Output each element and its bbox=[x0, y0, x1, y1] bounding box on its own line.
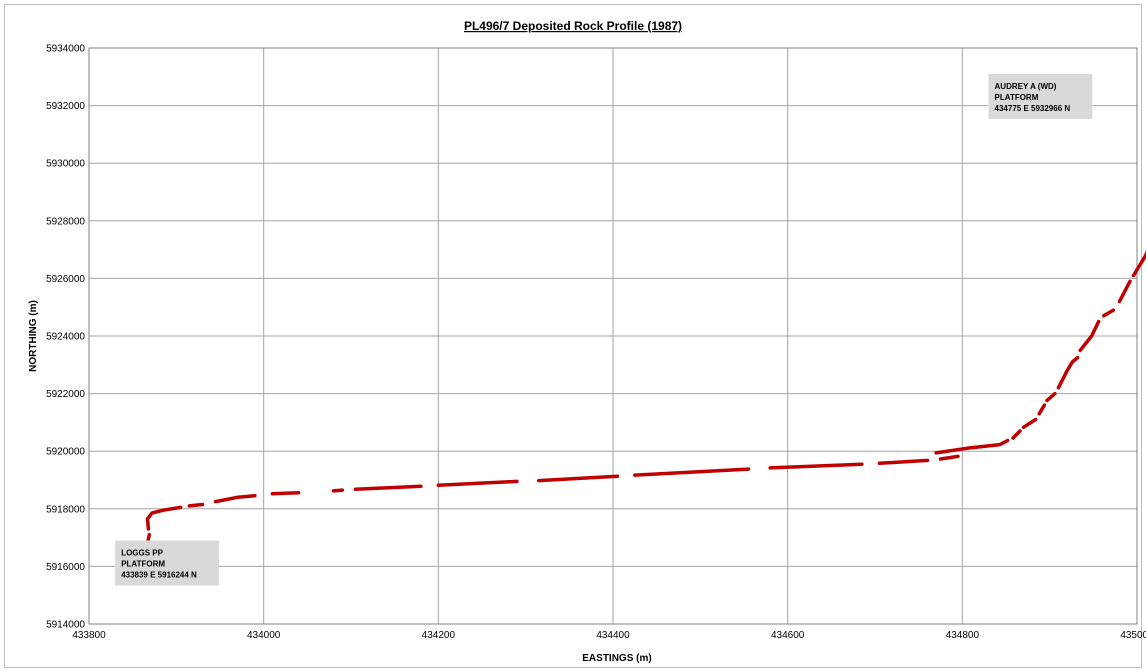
annotation-audrey: AUDREY A (WD) PLATFORM 434775 E 5932966 N bbox=[988, 73, 1093, 119]
route-segment bbox=[934, 438, 1010, 455]
route-segment bbox=[1037, 403, 1047, 416]
annotation-line: 434775 E 5932966 N bbox=[995, 104, 1071, 113]
x-tick-label: 433800 bbox=[72, 630, 106, 641]
series-layer bbox=[144, 249, 1146, 550]
plot-area-border bbox=[88, 47, 1138, 625]
route-segment bbox=[1131, 249, 1146, 278]
chart-title: PL496/7 Deposited Rock Profile (1987) bbox=[464, 19, 682, 33]
y-tick-label: 5920000 bbox=[46, 447, 85, 458]
route-segment bbox=[270, 490, 301, 496]
y-tick-label: 5932000 bbox=[46, 101, 85, 112]
x-tick-label: 434400 bbox=[596, 630, 630, 641]
y-tick-label: 5924000 bbox=[46, 332, 85, 343]
x-tick-label: 434200 bbox=[422, 630, 456, 641]
route-segment bbox=[331, 488, 345, 493]
x-tick-label: 434000 bbox=[247, 630, 281, 641]
y-tick-label: 5918000 bbox=[46, 504, 85, 515]
y-tick-label: 5926000 bbox=[46, 274, 85, 285]
y-tick-label: 5934000 bbox=[46, 44, 85, 55]
annotation-line: PLATFORM bbox=[995, 93, 1039, 102]
route-segment bbox=[633, 467, 751, 477]
route-segment bbox=[1021, 417, 1038, 430]
route-segment bbox=[1078, 319, 1101, 353]
annotation-box bbox=[115, 540, 219, 586]
route-segment bbox=[1056, 355, 1080, 390]
annotation-line: PLATFORM bbox=[121, 559, 165, 568]
route-segment bbox=[187, 502, 205, 508]
annotations-layer: AUDREY A (WD) PLATFORM 434775 E 5932966 N L… bbox=[115, 73, 1093, 586]
x-tick-labels: 433800 434000 434200 434400 434600 434800 4350… bbox=[72, 630, 1146, 641]
route-segment bbox=[537, 474, 620, 483]
annotation-line: LOGGS PP bbox=[121, 548, 163, 557]
annotation-line: AUDREY A (WD) bbox=[995, 82, 1057, 91]
route-segment bbox=[1102, 308, 1116, 318]
route-segment bbox=[938, 454, 960, 461]
x-tick-label: 434600 bbox=[771, 630, 805, 641]
y-tick-labels: 5914000 5916000 5918000 5920000 5922000 59240… bbox=[46, 44, 85, 631]
y-tick-label: 5930000 bbox=[46, 159, 85, 170]
x-tick-label: 434800 bbox=[946, 630, 980, 641]
route-segment bbox=[145, 505, 183, 531]
y-tick-label: 5914000 bbox=[46, 620, 85, 631]
x-axis-title: EASTINGS (m) bbox=[582, 653, 651, 664]
route-segment bbox=[768, 462, 864, 470]
annotation-box bbox=[988, 73, 1093, 119]
route-segment bbox=[353, 484, 423, 491]
route-segment bbox=[1117, 279, 1132, 304]
route-segment bbox=[213, 494, 257, 504]
route-segment bbox=[1011, 429, 1022, 440]
grid bbox=[88, 47, 1138, 625]
y-tick-label: 5922000 bbox=[46, 389, 85, 400]
y-axis-title: NORTHING (m) bbox=[28, 300, 39, 372]
annotation-line: 433839 E 5916244 N bbox=[121, 570, 197, 579]
route-segment bbox=[1045, 391, 1057, 403]
route-segment bbox=[436, 479, 519, 487]
y-tick-label: 5916000 bbox=[46, 562, 85, 573]
y-tick-label: 5928000 bbox=[46, 216, 85, 227]
route-segment bbox=[877, 458, 930, 466]
x-tick-label: 435000 bbox=[1120, 630, 1146, 641]
annotation-loggs: LOGGS PP PLATFORM 433839 E 5916244 N bbox=[115, 540, 219, 586]
